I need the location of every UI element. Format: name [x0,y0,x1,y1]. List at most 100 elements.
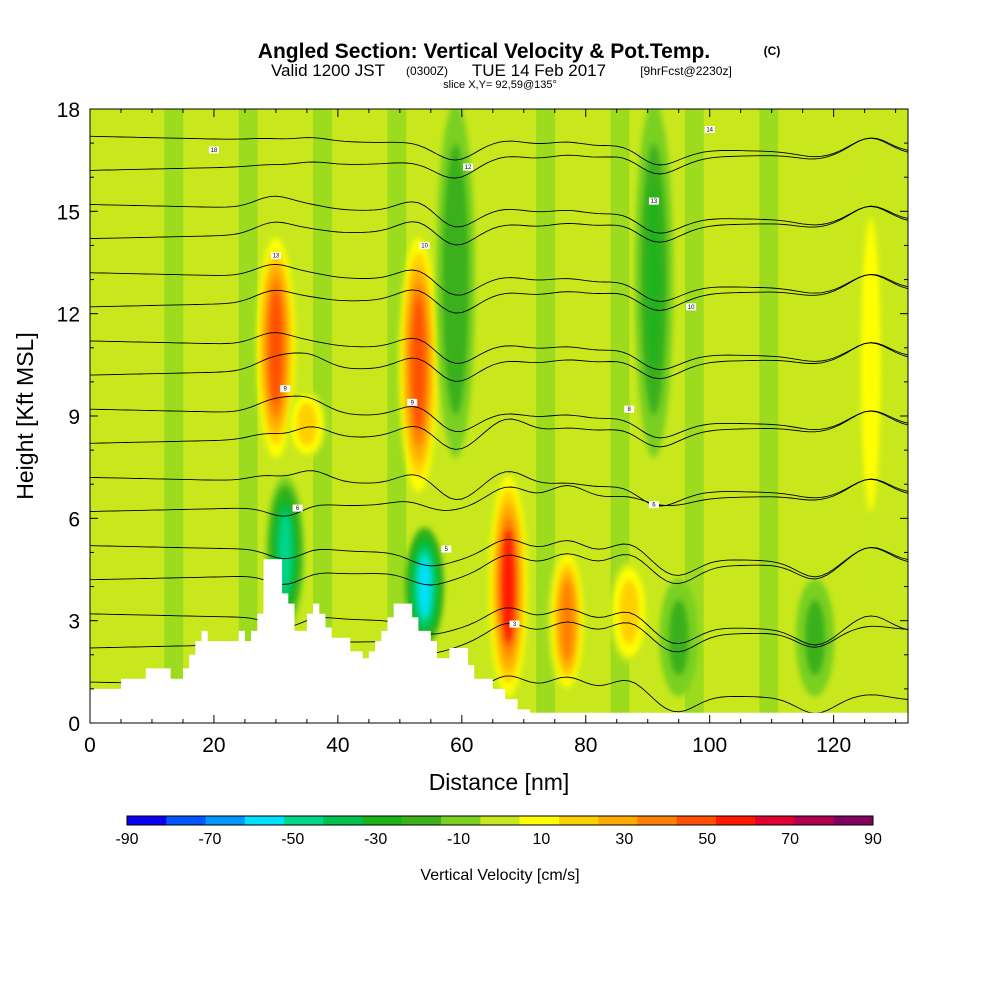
field-band [815,109,835,723]
theta-contour [90,205,908,246]
field-band [145,109,165,723]
updraft-core [269,290,283,406]
field-band [833,109,853,723]
theta-label-text: 18 [211,148,218,154]
theta-contour [90,607,908,646]
theta-contour [90,195,908,234]
colorbar-swatch [166,816,206,825]
y-tick-label: 15 [57,201,80,224]
theta-label-bg [419,241,430,249]
theta-contour [90,478,908,517]
theta-label-bg [463,163,474,171]
theta-contour-labels: 18 12 14 13 13 10 10 9 9 8 6 5 6 3 [208,125,715,628]
chart-title-block: Angled Section: Vertical Velocity & Pot.… [258,40,781,91]
colorbar-swatch [519,816,560,825]
theta-label-text: 10 [688,305,695,311]
theta-label-text: 13 [651,199,658,205]
colorbar-label: 70 [781,831,799,848]
x-axis-title: Distance [nm] [429,769,570,795]
colorbar-label: -90 [115,831,138,848]
theta-contour [90,546,908,586]
theta-label-text: 8 [627,407,631,413]
theta-contour [90,342,908,382]
theta-label-text: 6 [652,503,656,509]
colorbar: -90 -70 -50 -30 -10 10 30 50 70 90 [115,815,882,848]
downdraft-core [449,186,462,373]
colorbar-label: -70 [198,831,221,848]
colorbar-swatch [558,816,599,825]
colorbar-swatch [127,816,167,825]
updraft-core [412,298,425,432]
x-tick-label: 120 [816,734,851,757]
valid-prefix: Valid 1200 JST [271,61,385,80]
theta-contour [90,135,908,166]
theta-label-bg [292,504,303,512]
x-tick-label: 80 [574,734,597,757]
colorbar-label: -30 [364,831,387,848]
y-tick-label: 6 [68,508,80,531]
field-band [201,109,221,723]
terrain-mask [90,559,908,723]
colorbar-label: 90 [864,831,882,848]
theta-label-text: 14 [706,127,713,133]
colorbar-swatch [480,816,520,825]
colorbar-swatch [676,816,717,825]
theta-label-bg [270,252,281,260]
forecast-tag: [9hrFcst@2230z] [640,64,732,78]
theta-label: 6 [648,501,659,509]
theta-label: 13 [648,197,659,205]
y-axis: 0 3 6 9 12 15 18 [57,99,908,736]
colorbar-title: Vertical Velocity [cm/s] [420,867,579,884]
y-axis-title: Height [Kft MSL] [12,332,38,499]
colorbar-label: 30 [615,831,633,848]
colorbar-swatch [205,816,246,825]
field-band [703,109,723,723]
downdraft-core [418,555,431,618]
theta-label: 10 [419,241,430,249]
theta-label-bg [441,545,452,553]
y-tick-label: 12 [57,304,80,327]
colorbar-swatch [755,816,795,825]
theta-contour [90,470,908,507]
colorbar-frame [126,815,874,826]
downdraft-core [808,606,822,669]
field-band [182,109,203,723]
field-band [722,109,742,723]
downdraft-core [672,606,685,669]
colorbar-swatch [401,816,442,825]
theta-label-bg [704,125,715,133]
theta-label: 8 [624,405,635,413]
x-tick-label: 20 [202,734,225,757]
theta-contour [90,263,908,302]
chart-units-tag: (C) [764,44,781,58]
theta-contour [90,273,908,314]
x-tick-label: 40 [326,734,349,757]
y-tick-label: 3 [68,611,80,634]
theta-contour [90,395,908,439]
theta-label-text: 3 [513,622,517,628]
field-band [368,109,388,723]
downdraft-core [279,512,292,593]
theta-contour [90,332,908,371]
valid-date: TUE 14 Feb 2017 [472,61,606,80]
theta-label-bg [509,620,520,628]
field-band [331,109,351,723]
field-band [108,109,128,723]
x-tick-label: 100 [692,734,727,757]
theta-label: 3 [509,620,520,628]
theta-label: 13 [270,252,281,260]
colorbar-label: -10 [447,831,470,848]
colorbar-label: 50 [698,831,716,848]
y-tick-label: 9 [68,406,80,429]
field-band [684,109,704,723]
theta-label-bg [648,501,659,509]
theta-label-text: 6 [296,506,300,512]
updraft-core [560,581,574,661]
theta-label-bg [407,398,418,406]
updraft-core [864,245,878,485]
theta-label: 14 [704,125,715,133]
theta-label-bg [280,385,291,393]
colorbar-swatch [323,816,363,825]
y-tick-label: 0 [68,713,80,736]
